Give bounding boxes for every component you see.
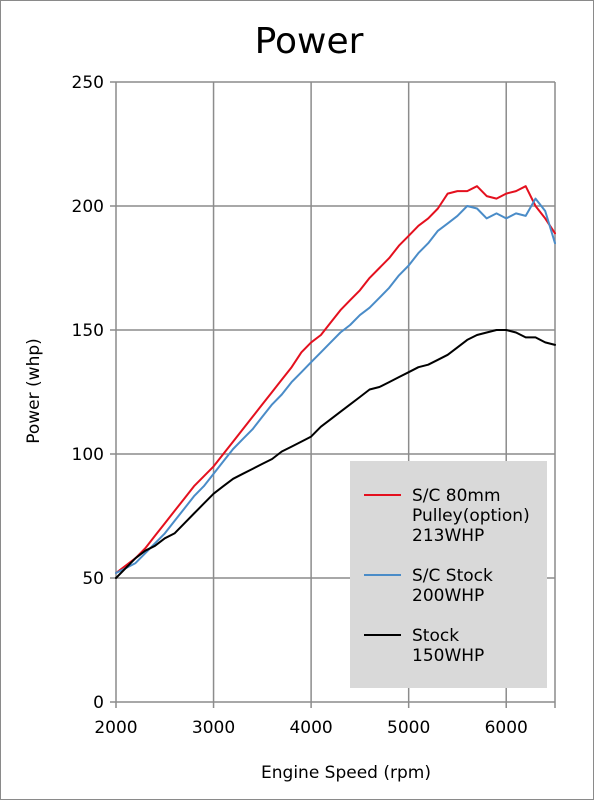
- series-line-2: [115, 197, 556, 574]
- legend-label: 213WHP: [412, 526, 484, 546]
- tick-labels: 0 50 100 150 200 250 2000 3000 4000 5000 6000: [72, 73, 528, 738]
- series-lines: [115, 185, 556, 579]
- y-tick-label: 100: [72, 445, 104, 465]
- legend-label: 200WHP: [412, 586, 484, 606]
- y-tick-label: 50: [82, 569, 104, 589]
- x-axis-label: Engine Speed (rpm): [261, 763, 431, 783]
- legend-label: S/C 80mm: [412, 486, 501, 506]
- x-tick-label: 6000: [485, 718, 528, 738]
- legend-label: Stock: [412, 626, 459, 646]
- x-tick-label: 3000: [192, 718, 235, 738]
- legend-label: Pulley(option): [412, 506, 530, 526]
- x-tick-label: 4000: [289, 718, 332, 738]
- y-tick-label: 200: [72, 197, 104, 217]
- y-tick-label: 250: [72, 73, 104, 93]
- series-line-1: [115, 185, 556, 574]
- x-tick-label: 2000: [94, 718, 137, 738]
- series-line-3: [115, 329, 556, 579]
- y-axis-label: Power (whp): [24, 338, 44, 444]
- y-tick-label: 0: [93, 693, 104, 713]
- y-tick-label: 150: [72, 321, 104, 341]
- legend-label: S/C Stock: [412, 566, 493, 586]
- x-tick-label: 5000: [387, 718, 430, 738]
- legend-label: 150WHP: [412, 646, 484, 666]
- chart-title: Power: [255, 21, 364, 62]
